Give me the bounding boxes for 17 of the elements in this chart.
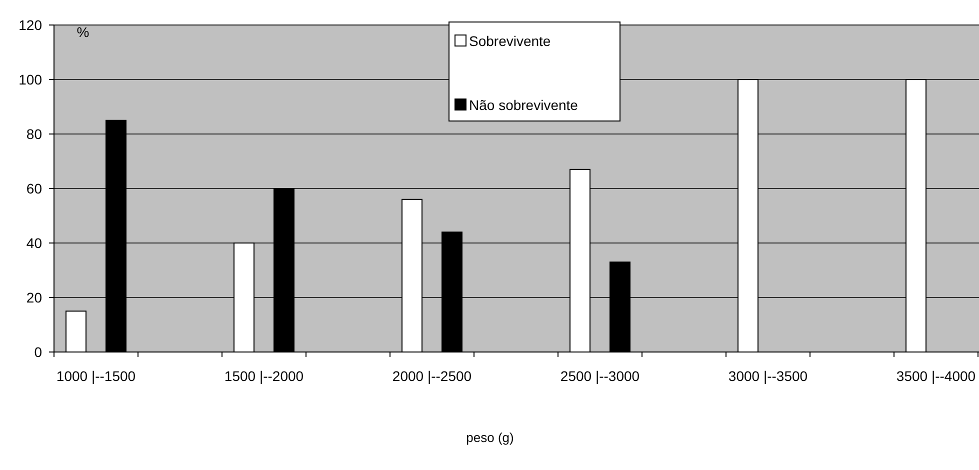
y-tick-label: 100 — [18, 71, 42, 88]
y-tick-label: 40 — [26, 234, 42, 251]
y-tick-label: 0 — [34, 344, 42, 360]
y-tick-label: 120 — [18, 16, 42, 33]
y-tick-label: 80 — [26, 126, 42, 142]
x-tick-label: 1500 |--2000 — [224, 368, 304, 384]
x-axis-title: peso (g) — [466, 430, 514, 445]
x-tick-label: 2500 |--3000 — [560, 368, 640, 384]
legend-label: Não sobrevivente — [469, 96, 578, 113]
x-tick-label: 3500 |--4000 — [896, 368, 976, 384]
legend-label: Sobrevivente — [469, 32, 551, 49]
x-tick-label: 2000 |--2500 — [392, 368, 472, 384]
y-tick-label: 20 — [26, 289, 42, 306]
y-tick-label: 60 — [26, 180, 42, 196]
x-tick-label: 3000 |--3500 — [728, 368, 808, 384]
y-axis-title: % — [76, 24, 90, 40]
x-tick-label: 1000 |--1500 — [56, 368, 136, 384]
